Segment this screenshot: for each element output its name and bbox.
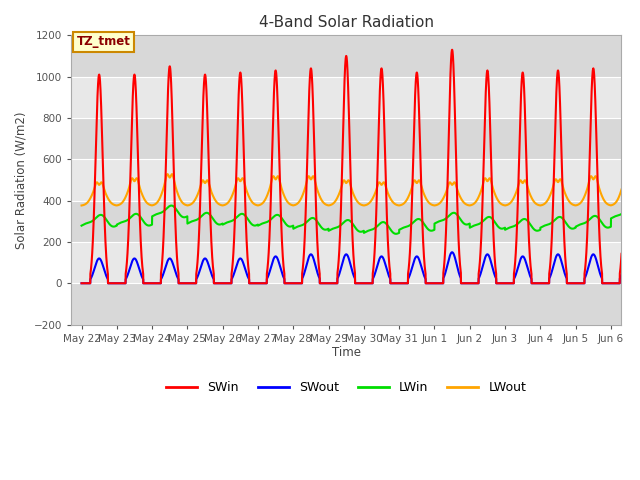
SWout (519, 253, 527, 259)
Bar (71, 201, 621, 242)
Title: 4-Band Solar Radiation: 4-Band Solar Radiation (259, 15, 434, 30)
LWout (547, 192, 554, 197)
LWin (168, 203, 175, 208)
LWin (519, 216, 527, 222)
LWin (195, 216, 202, 221)
SWin (195, 241, 202, 247)
Bar (71, 159, 621, 201)
Legend: SWin, SWout, LWin, LWout: SWin, SWout, LWin, LWout (161, 376, 531, 399)
SWin (385, 255, 393, 261)
LWin (77, 223, 85, 228)
Y-axis label: Solar Radiation (W/m2): Solar Radiation (W/m2) (15, 111, 28, 249)
SWout (77, 280, 85, 286)
SWout (561, 272, 569, 277)
SWout (415, 257, 423, 263)
SWout (195, 271, 202, 277)
LWout (195, 189, 202, 195)
LWin (561, 219, 569, 225)
Line: LWout: LWout (81, 171, 640, 205)
SWin (561, 254, 569, 260)
LWout (77, 203, 85, 208)
Line: LWin: LWin (81, 205, 640, 234)
SWin (415, 109, 423, 115)
LWout (519, 180, 527, 186)
LWin (392, 231, 400, 237)
LWin (547, 220, 554, 226)
LWout (623, 168, 630, 174)
Bar (71, 242, 621, 283)
LWout (561, 191, 569, 196)
SWin (519, 70, 527, 76)
SWin (547, 257, 554, 263)
SWout (448, 250, 456, 255)
Bar (71, 77, 621, 118)
LWout (415, 178, 423, 183)
Bar (71, 36, 621, 77)
SWin (448, 47, 456, 53)
LWout (385, 192, 393, 198)
Text: TZ_tmet: TZ_tmet (76, 36, 131, 48)
LWin (385, 224, 393, 230)
LWin (415, 216, 423, 222)
SWin (77, 280, 85, 286)
SWout (385, 273, 393, 278)
Bar (71, 283, 621, 324)
SWout (547, 273, 554, 278)
X-axis label: Time: Time (332, 347, 361, 360)
Line: SWout: SWout (81, 252, 640, 283)
Bar (71, 118, 621, 159)
Line: SWin: SWin (81, 50, 640, 283)
